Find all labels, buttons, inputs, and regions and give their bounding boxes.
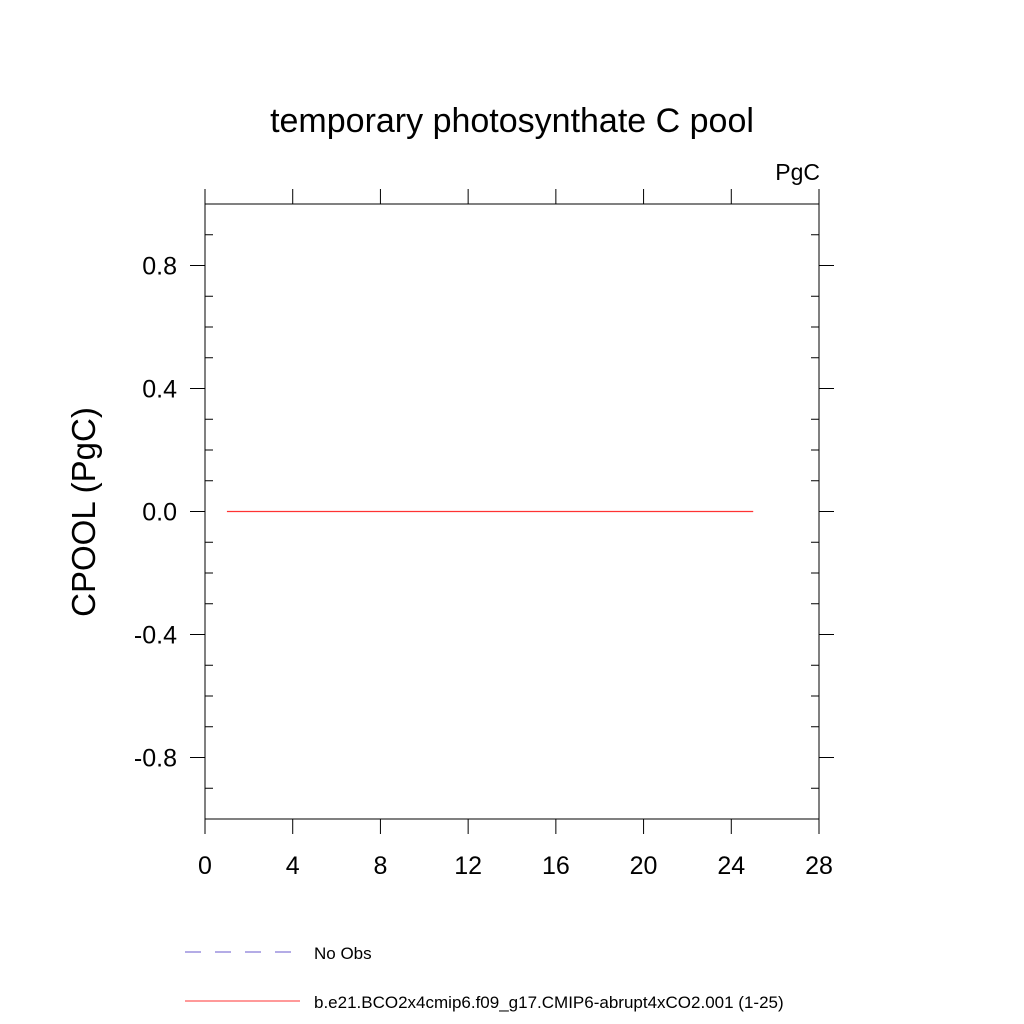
x-tick-label: 12	[454, 852, 482, 880]
chart-title: temporary photosynthate C pool	[270, 102, 754, 140]
x-tick-label: 28	[805, 852, 833, 880]
x-tick-label: 24	[717, 852, 745, 880]
legend-label-0: No Obs	[314, 944, 372, 963]
axis-tick-labels: 0 4 8 12 16 20 24 28 0.8 0.4 0.0 -0.4 -0.8	[134, 253, 833, 881]
units-label: PgC	[775, 159, 820, 185]
y-tick-label: -0.4	[134, 622, 177, 650]
x-tick-label: 20	[630, 852, 658, 880]
x-tick-label: 4	[286, 852, 300, 880]
y-tick-label: 0.0	[142, 499, 177, 527]
x-tick-label: 16	[542, 852, 570, 880]
x-tick-label: 8	[373, 852, 387, 880]
axis-ticks	[190, 189, 834, 834]
y-tick-label: -0.8	[134, 745, 177, 773]
y-tick-label: 0.8	[142, 253, 177, 281]
y-tick-label: 0.4	[142, 376, 177, 404]
y-axis-label: CPOOL (PgC)	[65, 407, 102, 617]
legend-label-1: b.e21.BCO2x4cmip6.f09_g17.CMIP6-abrupt4x…	[314, 993, 784, 1012]
x-tick-label: 0	[198, 852, 212, 880]
legend: No Obs b.e21.BCO2x4cmip6.f09_g17.CMIP6-ab…	[185, 944, 784, 1012]
